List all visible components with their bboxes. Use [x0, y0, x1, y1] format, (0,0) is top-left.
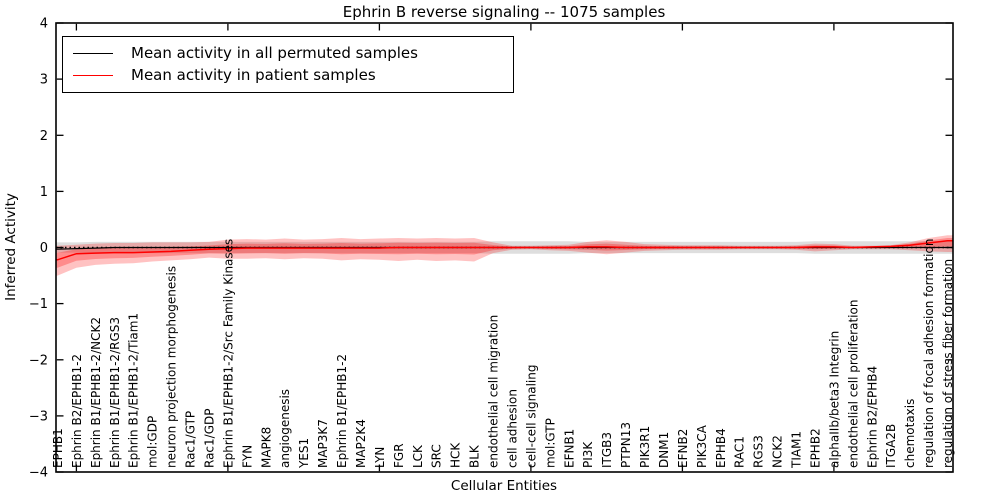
patient-band-outer — [56, 235, 953, 276]
x-category-label: MAPK8 — [259, 427, 273, 468]
x-category-label: HCK — [449, 442, 463, 468]
x-category-label: ITGB3 — [600, 432, 614, 468]
x-category-label: Ephrin B2/EPHB1-2 — [70, 354, 84, 468]
x-category-label: regulation of stress fiber formation — [941, 259, 955, 468]
chart-title: Ephrin B reverse signaling -- 1075 sampl… — [342, 3, 666, 21]
x-category-label: angiogenesis — [278, 389, 292, 468]
x-category-label: neuron projection morphogenesis — [165, 266, 179, 468]
x-category-label: Ephrin B1/EPHB1-2/RGS3 — [108, 317, 122, 468]
y-tick-label: −1 — [29, 297, 48, 312]
x-category-label: PIK3CA — [695, 424, 709, 468]
y-tick-label: 4 — [40, 17, 48, 32]
x-category-label: chemotaxis — [903, 399, 917, 468]
x-category-label: FGR — [392, 443, 406, 468]
x-category-label: Ephrin B1/EPHB1-2 — [335, 354, 349, 468]
y-tick-label: 1 — [40, 185, 48, 200]
x-category-label: Ephrin B1/EPHB1-2/NCK2 — [89, 317, 103, 468]
x-category-label: endothelial cell proliferation — [846, 300, 860, 468]
x-category-label: RAC1 — [733, 436, 747, 468]
y-tick-label: 2 — [40, 129, 48, 144]
x-category-label: MAP2K4 — [354, 419, 368, 468]
x-category-label: NCK2 — [771, 435, 785, 468]
x-category-label: PTPN13 — [619, 422, 633, 468]
x-category-label: ITGA2B — [884, 424, 898, 468]
x-category-label: Ephrin B1/EPHB1-2/Tiam1 — [127, 313, 141, 468]
patient-mean-line — [56, 240, 953, 261]
patient-band-inner — [56, 238, 953, 268]
x-category-label: PIK3R1 — [638, 426, 652, 468]
x-category-label: mol:GDP — [146, 416, 160, 468]
x-category-label: endothelial cell migration — [487, 315, 501, 468]
x-category-label: Rac1/GDP — [202, 409, 216, 468]
x-axis-label: Cellular Entities — [450, 478, 558, 494]
y-tick-label: −3 — [29, 409, 48, 424]
x-category-label: BLK — [468, 444, 482, 468]
x-category-label: regulation of focal adhesion formation — [922, 239, 936, 468]
legend-line-sample-permuted — [73, 53, 113, 54]
x-category-label: MAP3K7 — [316, 419, 330, 468]
x-category-label: cell adhesion — [505, 389, 519, 468]
x-category-label: LYN — [373, 447, 387, 468]
x-category-label: alphaIIb/beta3 Integrin — [827, 331, 841, 468]
x-category-label: DNM1 — [657, 432, 671, 468]
legend: Mean activity in all permuted samples Me… — [62, 36, 514, 93]
x-category-label: FYN — [240, 445, 254, 468]
y-tick-label: −4 — [29, 466, 48, 481]
legend-label-patient: Mean activity in patient samples — [131, 66, 376, 84]
x-category-label: EPHB1 — [51, 428, 65, 468]
legend-item-permuted: Mean activity in all permuted samples — [63, 46, 513, 61]
y-tick-label: 0 — [40, 241, 48, 256]
x-category-label: SRC — [430, 444, 444, 468]
plot-frame — [55, 22, 954, 473]
x-category-label: Ephrin B1/EPHB1-2/Src Family Kinases — [221, 239, 235, 468]
x-category-label: Ephrin B2/EPHB4 — [865, 366, 879, 468]
x-category-label: EPHB2 — [808, 428, 822, 468]
y-axis-label: Inferred Activity — [3, 193, 19, 301]
x-category-label: PI3K — [581, 441, 595, 468]
x-category-label: EFNB1 — [562, 429, 576, 468]
x-category-label: Rac1/GTP — [184, 411, 198, 468]
legend-line-sample-patient — [73, 75, 113, 76]
x-category-label: cell-cell signaling — [524, 365, 538, 469]
x-category-label: LCK — [411, 444, 425, 468]
x-category-label: EPHB4 — [714, 428, 728, 468]
y-tick-label: −2 — [29, 353, 48, 368]
y-tick-label: 3 — [40, 73, 48, 88]
x-category-label: YES1 — [297, 438, 311, 469]
x-category-label: RGS3 — [752, 435, 766, 468]
legend-label-permuted: Mean activity in all permuted samples — [131, 44, 418, 62]
x-category-label: TIAM1 — [790, 431, 804, 469]
x-category-label: EFNB2 — [676, 429, 690, 468]
legend-item-patient: Mean activity in patient samples — [63, 68, 513, 83]
x-category-label: mol:GTP — [543, 418, 557, 468]
